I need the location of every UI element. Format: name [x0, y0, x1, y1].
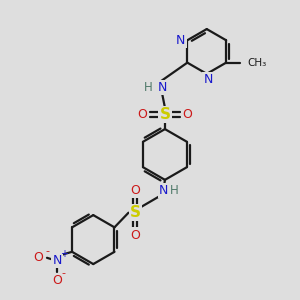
Text: H: H [144, 81, 153, 94]
Text: O: O [130, 184, 140, 197]
Text: N: N [203, 73, 213, 86]
Text: N: N [176, 34, 185, 47]
Text: O: O [130, 229, 140, 242]
Text: S: S [159, 107, 170, 122]
Text: S: S [130, 205, 141, 220]
Text: O: O [34, 251, 44, 264]
Text: -: - [62, 268, 66, 278]
Text: H: H [170, 184, 179, 197]
Text: N: N [157, 81, 167, 94]
Text: +: + [60, 249, 68, 259]
Text: -: - [45, 246, 49, 256]
Text: CH₃: CH₃ [248, 58, 267, 68]
Text: N: N [159, 184, 168, 197]
Text: O: O [52, 274, 62, 287]
Text: O: O [182, 108, 192, 121]
Text: N: N [52, 254, 62, 267]
Text: O: O [138, 108, 148, 121]
